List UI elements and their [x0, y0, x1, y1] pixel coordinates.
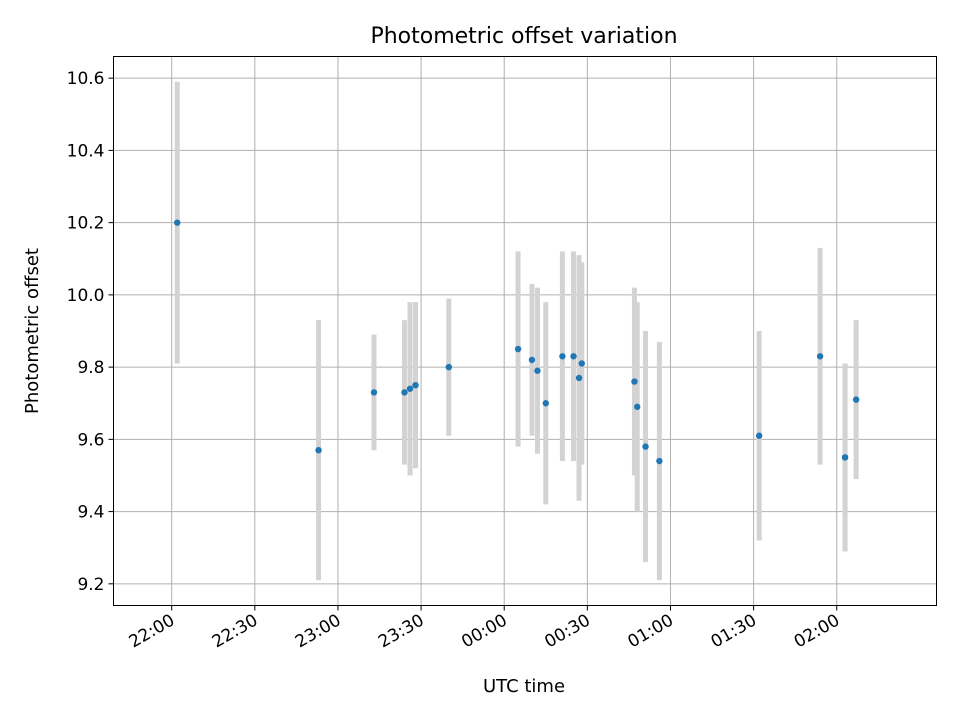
- y-tick-label: 10.2: [67, 214, 105, 234]
- data-point: [852, 396, 860, 403]
- data-point: [570, 353, 577, 360]
- data-point: [656, 457, 663, 465]
- y-axis-ticks: 9.2 9.4 9.6 9.8 10.0 10.2 10.4 10.6: [67, 69, 114, 595]
- data-point: [401, 389, 408, 396]
- data-point: [534, 367, 541, 374]
- data-point: [370, 389, 378, 396]
- data-point: [841, 454, 849, 461]
- data-point: [755, 432, 763, 439]
- plot-frame: [113, 56, 937, 606]
- data-point: [174, 219, 181, 226]
- data-point: [578, 360, 586, 367]
- y-tick-label: 10.6: [67, 69, 105, 89]
- y-tick-label: 9.2: [77, 575, 104, 595]
- data-point: [445, 363, 452, 371]
- chart-title: Photometric offset variation: [370, 24, 677, 49]
- y-tick-label: 9.4: [77, 503, 104, 523]
- data-point: [406, 385, 414, 392]
- y-axis-label: Photometric offset: [22, 248, 43, 414]
- data-point: [315, 446, 322, 454]
- data-point: [412, 381, 419, 389]
- data-point: [642, 443, 649, 450]
- data-points: [174, 219, 860, 465]
- data-point: [559, 353, 566, 360]
- x-axis-label: UTC time: [483, 676, 565, 697]
- data-point: [528, 356, 536, 364]
- y-tick-label: 9.6: [77, 430, 104, 450]
- data-point: [575, 374, 583, 382]
- data-point: [816, 353, 824, 360]
- grid-lines: [113, 56, 937, 606]
- y-tick-label: 9.8: [77, 358, 104, 378]
- y-tick-label: 10.0: [67, 286, 105, 306]
- data-point: [634, 403, 641, 411]
- data-point: [542, 400, 549, 407]
- data-point: [514, 345, 522, 353]
- y-tick-label: 10.4: [67, 141, 105, 161]
- data-point: [631, 378, 638, 385]
